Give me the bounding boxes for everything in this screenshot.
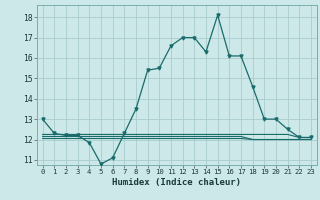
- X-axis label: Humidex (Indice chaleur): Humidex (Indice chaleur): [112, 178, 241, 187]
